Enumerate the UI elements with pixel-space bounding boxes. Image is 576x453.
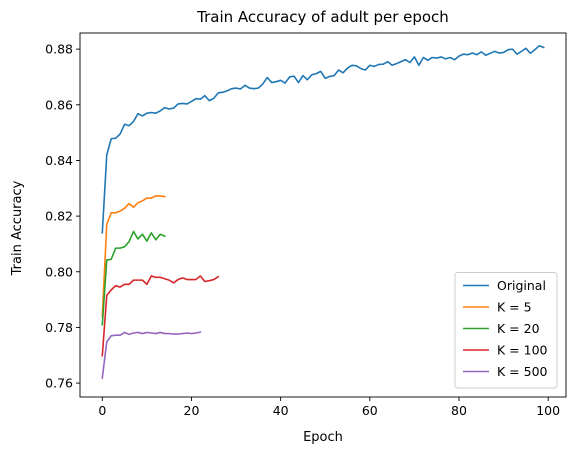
series-line-4: [101, 331, 202, 379]
axes-frame: [79, 32, 567, 398]
y-tick-label: 0.86: [45, 97, 73, 112]
chart-title: Train Accuracy of adult per epoch: [196, 8, 449, 26]
y-axis-label: Train Accuracy: [10, 180, 25, 276]
y-axis-ticks: 0.76 0.78 0.80 0.82 0.84 0.86 0.88: [45, 42, 80, 391]
series-line-2: [101, 230, 166, 326]
y-tick-label: 0.82: [45, 209, 73, 224]
x-tick-label: 0: [98, 403, 106, 418]
legend-label-1: K = 5: [497, 300, 532, 315]
legend-label-2: K = 20: [497, 321, 540, 336]
series-line-3: [101, 275, 220, 357]
x-tick-label: 60: [362, 403, 378, 418]
y-tick-label: 0.80: [45, 264, 73, 279]
legend-box: [454, 272, 558, 389]
x-axis-ticks: 0 20 40 60 80 100: [98, 397, 560, 418]
legend-label-4: K = 500: [497, 364, 548, 379]
x-tick-label: 100: [536, 403, 560, 418]
series-line-1: [101, 195, 166, 318]
x-tick-label: 80: [451, 403, 467, 418]
legend-label-3: K = 100: [497, 343, 548, 358]
x-tick-label: 20: [184, 403, 200, 418]
y-tick-label: 0.84: [45, 153, 73, 168]
series-lines: [101, 44, 545, 379]
y-tick-label: 0.76: [45, 376, 73, 391]
y-tick-label: 0.88: [45, 42, 73, 57]
y-tick-label: 0.78: [45, 320, 73, 335]
legend-label-0: Original: [497, 278, 546, 293]
x-axis-label: Epoch: [303, 430, 343, 445]
series-line-0: [101, 44, 545, 234]
x-tick-label: 40: [273, 403, 289, 418]
legend: Original K = 5 K = 20 K = 100 K = 500: [454, 272, 558, 389]
